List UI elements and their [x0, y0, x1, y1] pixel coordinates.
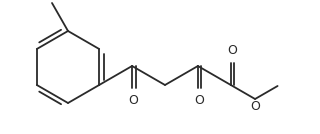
Text: O: O	[195, 94, 204, 107]
Text: O: O	[129, 94, 139, 107]
Text: O: O	[250, 100, 260, 113]
Text: O: O	[228, 44, 237, 57]
